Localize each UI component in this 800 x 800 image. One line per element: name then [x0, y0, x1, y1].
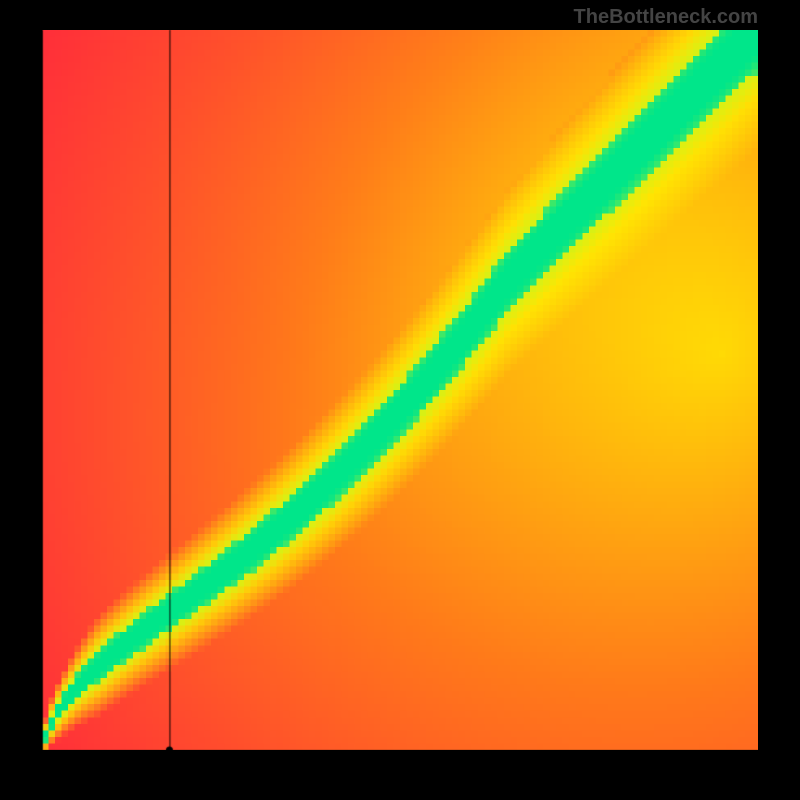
- watermark-text: TheBottleneck.com: [574, 6, 758, 29]
- chart-container: TheBottleneck.com: [0, 0, 800, 800]
- heatmap-canvas: [42, 30, 758, 750]
